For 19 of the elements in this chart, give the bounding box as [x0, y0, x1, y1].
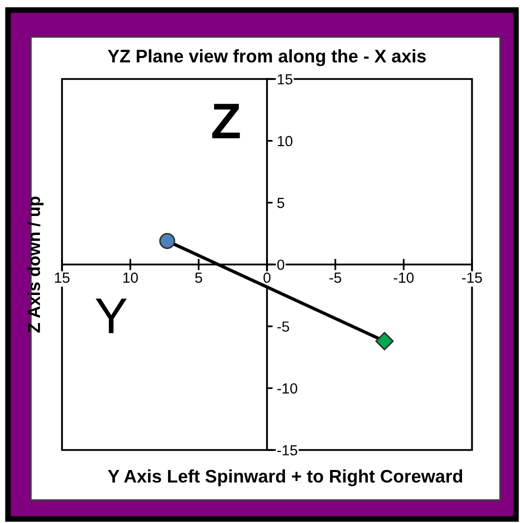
- y-tick-label: 10: [278, 136, 292, 146]
- y-tick-label: -5: [277, 322, 290, 332]
- x-tick-label: -10: [394, 272, 414, 283]
- y-tick-label: -10: [277, 383, 298, 394]
- annotation: Y: [96, 298, 127, 334]
- y-axis-title: Z Axis down / up: [27, 196, 44, 333]
- chart-title: YZ Plane view from along the - X axis: [108, 49, 426, 66]
- x-tick-label: 15: [55, 272, 70, 283]
- x-tick-label: -15: [462, 272, 482, 283]
- y-tick-label: -15: [277, 445, 298, 456]
- x-tick-label: 10: [123, 272, 138, 283]
- y-tick-label: 0: [277, 260, 284, 270]
- x-tick-label: -5: [330, 272, 342, 283]
- y-tick-label: 15: [278, 74, 292, 84]
- annotation: Z: [212, 104, 240, 138]
- x-axis-title: Y Axis Left Spinward + to Right Coreward: [108, 469, 462, 486]
- x-tick-label: 0: [264, 272, 270, 283]
- y-tick-label: 5: [277, 198, 284, 208]
- x-tick-label: 5: [195, 272, 202, 283]
